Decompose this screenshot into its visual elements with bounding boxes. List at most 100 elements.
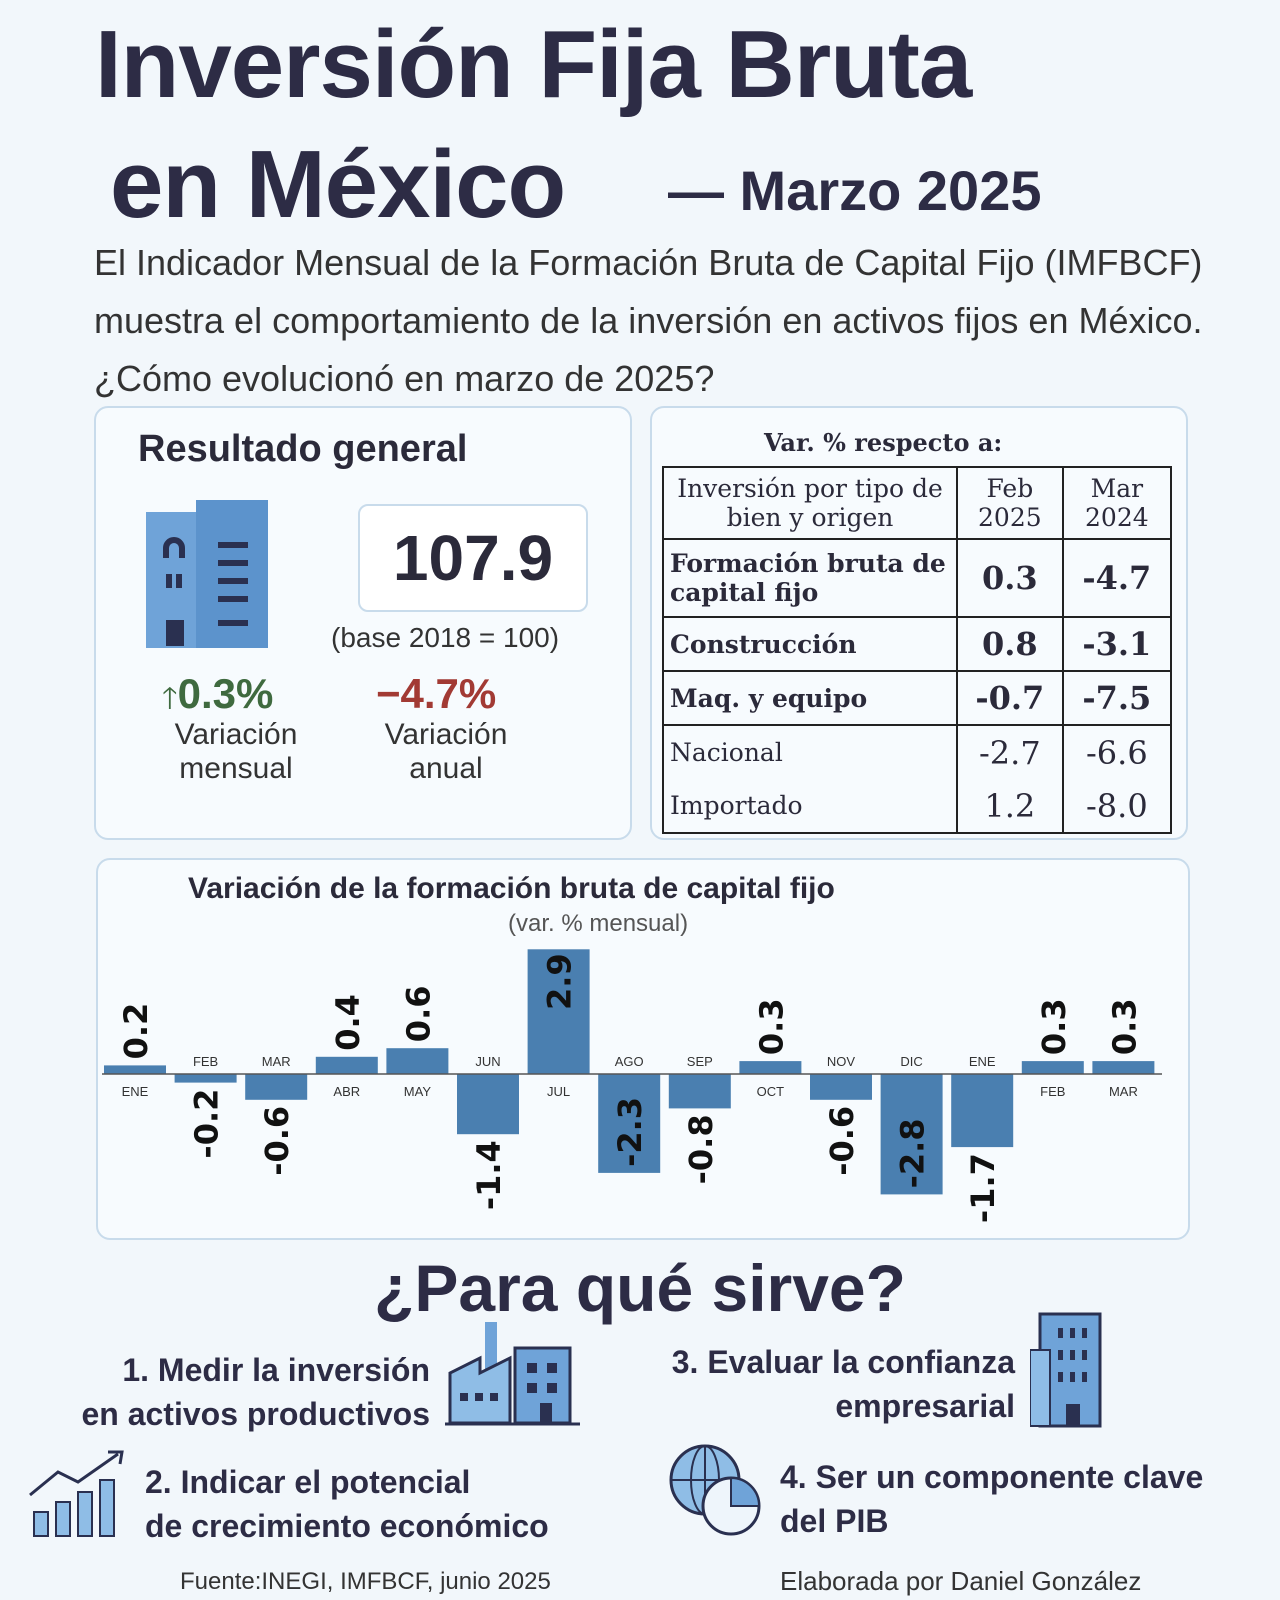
value-label: -2.3 — [611, 1097, 649, 1167]
monthly-variation: 🡑0.3% — [162, 670, 273, 727]
value-label: 0.3 — [1035, 998, 1073, 1055]
value-label: -1.4 — [470, 1140, 508, 1210]
row-label: Formación bruta de capital fijo — [662, 538, 958, 618]
x-tick-label: DIC — [900, 1054, 922, 1069]
value-label: -0.8 — [682, 1114, 720, 1184]
title-suffix: — Marzo 2025 — [668, 159, 1042, 222]
bar-chart: ENE 0.2 FEB -0.2 MAR -0.6 ABR 0.4 MAY 0.6 JUN -1.4 J… — [102, 949, 1162, 1223]
bar — [880, 1074, 943, 1195]
index-value: 107.9 — [358, 504, 588, 612]
use-item-1: 1. Medir la inversión en activos producti… — [81, 1352, 430, 1432]
x-tick-label: FEB — [1040, 1084, 1065, 1099]
value-label: -0.2 — [188, 1089, 226, 1159]
x-tick-label: OCT — [757, 1084, 785, 1099]
header-type: Inversión por tipo de bien y origen — [662, 466, 958, 540]
bar — [1021, 1061, 1084, 1074]
chart-subtitle: (var. % mensual) — [508, 910, 689, 937]
header-feb: Feb 2025 — [956, 466, 1064, 540]
author-note: Elaborada por Daniel González — [780, 1566, 1142, 1596]
use-item-2: 2. Indicar el potencial de crecimiento ec… — [145, 1464, 549, 1544]
use-item-3: 3. Evaluar la confianza empresarial — [671, 1344, 1015, 1424]
bar — [386, 1048, 449, 1074]
factory-icon — [445, 1322, 580, 1426]
row-label: Nacional — [662, 725, 958, 779]
table-row: Formación bruta de capital fijo 0.3 -4.7 — [662, 538, 1173, 618]
x-tick-label: MAY — [404, 1084, 432, 1099]
x-tick-label: JUL — [547, 1084, 570, 1099]
x-tick-label: MAR — [1109, 1084, 1138, 1099]
row-value: -7.5 — [1061, 670, 1173, 726]
bar — [810, 1074, 872, 1100]
x-tick-label: MAR — [262, 1054, 291, 1069]
table-row: Construcción 0.8 -3.1 — [662, 616, 1173, 672]
row-value: 0.8 — [956, 616, 1064, 672]
header-mar: Mar 2024 — [1061, 466, 1173, 540]
bar — [527, 949, 590, 1074]
x-tick-label: ENE — [969, 1054, 996, 1069]
row-value: -8.0 — [1061, 779, 1173, 834]
title-line-1: Inversión Fija Bruta — [95, 11, 972, 118]
bar — [315, 1056, 378, 1074]
x-tick-label: SEP — [687, 1054, 713, 1069]
table-row: Importado 1.2 -8.0 — [662, 779, 1173, 834]
value-label: 0.3 — [752, 998, 790, 1055]
monthly-label: Variación mensual — [174, 718, 298, 785]
row-label: Importado — [662, 779, 958, 834]
use-item-4: 4. Ser un componente clave del PIB — [780, 1459, 1204, 1539]
globe-pie-icon — [669, 1444, 761, 1536]
bar — [598, 1074, 661, 1173]
uses-title: ¿Para qué sirve? — [374, 1251, 906, 1325]
table-row: Nacional -2.7 -6.6 — [662, 725, 1173, 779]
monthly-value: 0.3% — [177, 670, 274, 717]
value-label: -1.7 — [964, 1153, 1002, 1223]
office-building-icon — [1030, 1312, 1102, 1428]
x-tick-label: JUN — [475, 1054, 500, 1069]
growth-chart-icon — [29, 1450, 124, 1537]
bar — [174, 1074, 237, 1083]
value-label: 0.6 — [399, 986, 437, 1043]
row-value: -4.7 — [1061, 538, 1173, 618]
intro-text: El Indicador Mensual de la Formación Bru… — [94, 242, 1203, 399]
row-value: 1.2 — [956, 779, 1064, 834]
title-line-2: en México — [110, 131, 566, 238]
x-tick-label: ABR — [333, 1084, 360, 1099]
value-label: -0.6 — [823, 1106, 861, 1176]
row-label: Construcción — [662, 616, 958, 672]
table-title: Var. % respecto a: — [764, 428, 1003, 457]
bar — [245, 1074, 308, 1100]
bar — [668, 1074, 731, 1109]
bar — [104, 1065, 166, 1074]
bar — [951, 1074, 1014, 1148]
bar — [1092, 1061, 1155, 1074]
row-value: -6.6 — [1061, 725, 1173, 779]
general-result-card: Resultado general 107.9 (base 2018 = 100… — [94, 406, 632, 840]
variation-table: Inversión por tipo de bien y origen Feb 2… — [662, 466, 1173, 834]
value-label: -0.6 — [258, 1106, 296, 1176]
source-note: Fuente:INEGI, IMFBCF, junio 2025 — [180, 1568, 551, 1595]
x-tick-label: NOV — [827, 1054, 856, 1069]
x-tick-label: ENE — [122, 1084, 149, 1099]
bar — [457, 1074, 519, 1135]
bar — [739, 1061, 802, 1074]
chart-card: Variación de la formación bruta de capit… — [96, 858, 1190, 1240]
index-base: (base 2018 = 100) — [331, 622, 560, 653]
value-label: 2.9 — [541, 953, 579, 1010]
value-label: 0.3 — [1105, 998, 1143, 1055]
value-label: 0.4 — [329, 994, 367, 1051]
row-value: -2.7 — [956, 725, 1064, 779]
value-label: 0.2 — [117, 1003, 155, 1060]
row-value: 0.3 — [956, 538, 1064, 618]
card-title: Resultado general — [138, 428, 468, 470]
value-label: -2.8 — [894, 1118, 932, 1188]
x-tick-label: AGO — [615, 1054, 644, 1069]
x-tick-label: FEB — [193, 1054, 218, 1069]
arrow-up-icon: 🡑 — [162, 682, 178, 715]
row-value: -0.7 — [956, 670, 1064, 726]
annual-value: −4.7% — [376, 670, 497, 717]
annual-label: Variación anual — [384, 718, 508, 785]
building-icon — [146, 500, 268, 648]
chart-title: Variación de la formación bruta de capit… — [188, 872, 835, 905]
table-row: Maq. y equipo -0.7 -7.5 — [662, 670, 1173, 726]
variation-table-card: Var. % respecto a: Inversión por tipo de… — [650, 406, 1188, 840]
row-label: Maq. y equipo — [662, 670, 958, 726]
